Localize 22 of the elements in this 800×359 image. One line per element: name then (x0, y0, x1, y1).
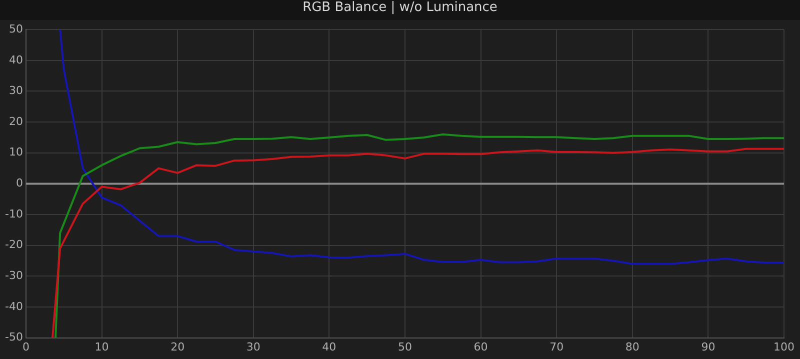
y-tick-label: 30 (8, 84, 23, 98)
y-tick-label: -50 (5, 330, 23, 344)
y-tick-label: -10 (5, 207, 23, 220)
chart-title: RGB Balance | w/o Luminance (0, 0, 800, 20)
y-tick-label: 40 (8, 53, 23, 66)
y-tick-label: 0 (16, 176, 23, 190)
x-tick-label: 70 (550, 340, 564, 354)
y-tick-label: 50 (8, 22, 23, 36)
y-tick-label: 10 (8, 146, 23, 159)
x-tick-label: 30 (246, 340, 260, 354)
x-tick-label: 100 (774, 340, 794, 354)
y-tick-label: -30 (5, 269, 23, 282)
x-tick-label: 80 (625, 340, 640, 354)
x-tick-label: 40 (322, 340, 336, 354)
x-tick-label: 10 (94, 340, 109, 354)
x-tick-label: 60 (474, 340, 488, 354)
y-tick-label: -40 (5, 300, 23, 313)
y-tick-label: -20 (5, 238, 23, 252)
y-tick-label: 20 (8, 114, 23, 128)
x-tick-label: 20 (170, 340, 185, 354)
x-tick-label: 90 (701, 340, 716, 354)
x-tick-label: 50 (398, 340, 412, 354)
